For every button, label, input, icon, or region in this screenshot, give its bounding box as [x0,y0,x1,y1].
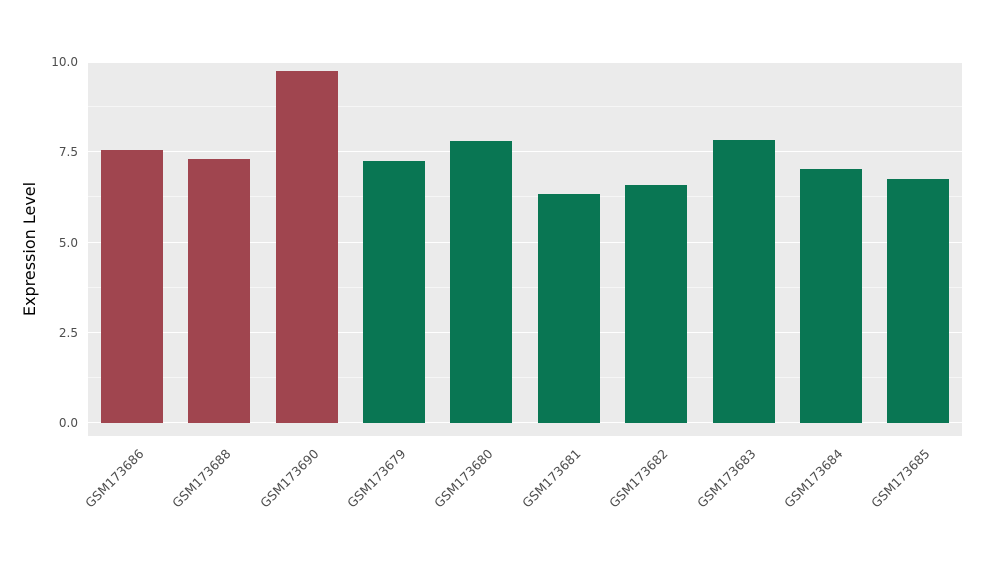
bar-GSM173681 [537,193,600,423]
minor-gridline [88,376,962,378]
x-tick-label: GSM173683 [693,446,759,511]
x-tick-label: GSM173679 [344,446,409,511]
bar-GSM173684 [799,168,862,423]
bar-GSM173679 [362,161,425,423]
y-tick-label: 10.0 [51,55,78,69]
x-tick-label: GSM173682 [606,446,671,511]
bar-GSM173686 [100,150,163,423]
x-tick-label: GSM173684 [781,446,846,511]
bar-GSM173683 [712,139,775,423]
x-tick-label: GSM173681 [518,446,584,511]
bar-GSM173682 [625,184,688,423]
plot-panel [88,62,962,436]
x-tick-label: GSM173690 [256,446,322,511]
bar-GSM173680 [450,141,513,423]
x-tick-label: GSM173686 [81,446,147,511]
x-tick-label: GSM173685 [868,446,933,511]
major-gridline [88,331,962,333]
y-tick-label: 5.0 [58,235,78,250]
major-gridline [88,422,962,423]
major-gridline [88,151,962,153]
major-gridline [88,62,962,63]
bar-GSM173688 [188,159,251,423]
bar-GSM173685 [887,179,950,423]
y-tick-label: 7.5 [58,145,78,160]
x-tick-label: GSM173688 [169,446,234,511]
y-tick-label: 2.5 [58,325,78,340]
y-tick-label: 0.0 [58,416,78,430]
major-gridline [88,241,962,243]
bar-GSM173690 [275,71,338,423]
minor-gridline [88,106,962,108]
x-tick-label: GSM173680 [431,446,496,511]
minor-gridline [88,196,962,198]
minor-gridline [88,286,962,288]
